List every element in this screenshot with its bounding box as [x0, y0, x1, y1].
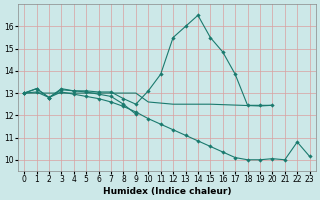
X-axis label: Humidex (Indice chaleur): Humidex (Indice chaleur) — [103, 187, 231, 196]
